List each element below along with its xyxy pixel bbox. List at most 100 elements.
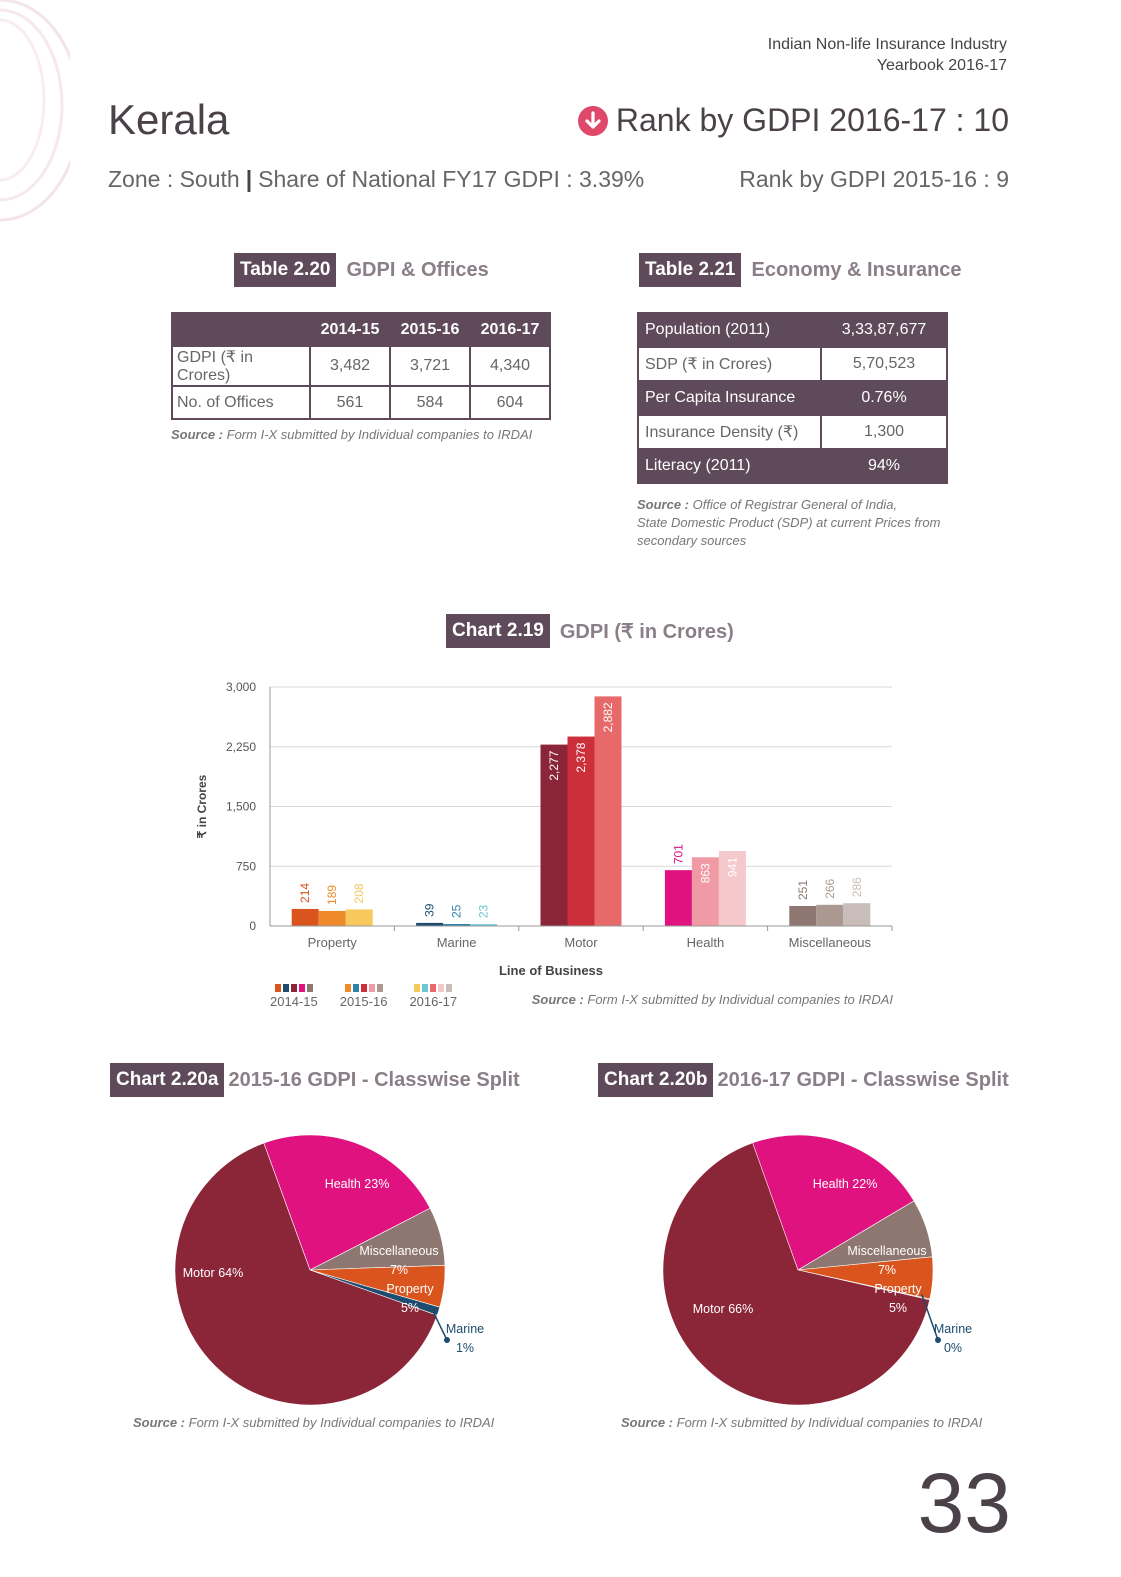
bar bbox=[470, 924, 498, 926]
row-label: SDP (₹ in Crores) bbox=[637, 346, 822, 382]
source-label: Source : bbox=[621, 1415, 674, 1430]
table-row: Literacy (2011) 94% bbox=[637, 448, 948, 484]
bar-value-label: 941 bbox=[725, 857, 739, 877]
legend-swatch bbox=[422, 984, 429, 992]
row-label: No. of Offices bbox=[171, 385, 311, 420]
table-cell: 604 bbox=[469, 385, 551, 420]
table-row: Per Capita Insurance 0.76% bbox=[637, 380, 948, 416]
bar-value-label: 2,277 bbox=[547, 750, 561, 780]
table-2-20-heading: GDPI & Offices bbox=[346, 258, 489, 281]
table-header-row: 2014-15 2015-16 2016-17 bbox=[171, 312, 551, 347]
gdpi-bar-chart: 0 750 1,500 2,250 3,000 ₹ in Crores Property 21… bbox=[195, 680, 893, 978]
legend-swatch bbox=[352, 984, 359, 992]
pie-label: Motor 66% bbox=[693, 1302, 753, 1316]
chart-2-20a-heading: 2015-16 GDPI - Classwise Split bbox=[228, 1068, 520, 1091]
bar bbox=[718, 851, 746, 926]
row-label: Insurance Density (₹) bbox=[637, 414, 822, 450]
bar bbox=[345, 909, 373, 926]
bar bbox=[443, 924, 471, 926]
pie-label-line: Marine bbox=[934, 1322, 972, 1336]
bar bbox=[789, 906, 817, 926]
table-row: Population (2011) 3,33,87,677 bbox=[637, 312, 948, 348]
pie-label-line: Motor 66% bbox=[693, 1302, 753, 1316]
bar-value-label: 214 bbox=[298, 883, 312, 903]
table-2-21-source: Source : Office of Registrar General of … bbox=[637, 496, 940, 550]
bar-value-label: 25 bbox=[450, 904, 464, 918]
table-cell: 3,33,87,677 bbox=[820, 312, 948, 348]
source-text: State Domestic Product (SDP) at current … bbox=[637, 515, 941, 530]
table-header-blank bbox=[171, 312, 311, 347]
pie-label: Health 23% bbox=[325, 1177, 390, 1191]
legend-swatch bbox=[282, 984, 289, 992]
y-tick-label: 2,250 bbox=[226, 740, 256, 754]
table-cell: 0.76% bbox=[820, 380, 948, 416]
pie-chart-2016-17: Health 22% Miscellaneous 7% Property 5% Marin… bbox=[662, 1134, 972, 1406]
table-cell: 3,482 bbox=[309, 345, 391, 387]
bar-value-label: 701 bbox=[671, 844, 685, 864]
table-2-20-tag: Table 2.20 bbox=[234, 253, 337, 287]
pie-slice bbox=[174, 1142, 438, 1406]
rank-current-text: Rank by GDPI 2016-17 : 10 bbox=[615, 102, 1009, 138]
bar bbox=[594, 696, 622, 926]
legend-swatch bbox=[376, 984, 383, 992]
bar bbox=[291, 908, 319, 926]
table-header-cell: 2014-15 bbox=[309, 312, 391, 347]
legend-label: 2014-15 bbox=[270, 994, 318, 1009]
page-number: 33 bbox=[917, 1456, 1011, 1550]
bar bbox=[540, 744, 568, 926]
y-tick-label: 3,000 bbox=[226, 680, 256, 694]
legend-label: 2016-17 bbox=[409, 994, 458, 1009]
table-cell: 561 bbox=[309, 385, 391, 420]
pie-label: Property 5% bbox=[874, 1282, 922, 1315]
x-tick-label: Marine bbox=[437, 935, 477, 950]
source-text: Form I-X submitted by Individual compani… bbox=[587, 992, 893, 1007]
legend-swatches bbox=[274, 984, 313, 992]
report-header: Indian Non-life Insurance Industry Yearb… bbox=[768, 34, 1007, 76]
pie-label-line: Health 22% bbox=[813, 1177, 878, 1191]
table-2-20: 2014-15 2015-16 2016-17 GDPI (₹ in Crore… bbox=[171, 312, 551, 420]
legend-swatch bbox=[430, 984, 437, 992]
pie-label-line: 5% bbox=[401, 1301, 419, 1315]
header-line1: Indian Non-life Insurance Industry bbox=[767, 36, 1007, 53]
table-header-cell: 2015-16 bbox=[389, 312, 471, 347]
bar-value-label: 2,882 bbox=[601, 702, 615, 732]
table-header-cell: 2016-17 bbox=[469, 312, 551, 347]
source-label: Source : bbox=[637, 497, 690, 512]
chart-2-19-heading: GDPI (₹ in Crores) bbox=[559, 620, 734, 643]
source-text: Form I-X submitted by Individual compani… bbox=[676, 1415, 983, 1430]
table-2-20-title: Table 2.20 GDPI & Offices bbox=[234, 253, 489, 287]
chart-2-20b-source: Source : Form I-X submitted by Individua… bbox=[621, 1414, 982, 1432]
pie-label: Health 22% bbox=[813, 1177, 878, 1191]
pie-label-line: Health 23% bbox=[325, 1177, 390, 1191]
table-2-21-tag: Table 2.21 bbox=[639, 253, 742, 287]
legend-swatches bbox=[344, 984, 383, 992]
y-tick-label: 750 bbox=[236, 859, 256, 873]
source-text: Form I-X submitted by Individual compani… bbox=[188, 1415, 495, 1430]
row-label: Literacy (2011) bbox=[637, 448, 822, 484]
bar-value-label: 251 bbox=[796, 880, 810, 900]
source-text: secondary sources bbox=[637, 533, 747, 548]
table-cell: 1,300 bbox=[820, 414, 948, 450]
table-cell: 5,70,523 bbox=[820, 346, 948, 382]
legend-swatch bbox=[446, 984, 453, 992]
x-tick-label: Property bbox=[308, 935, 358, 950]
source-label: Source : bbox=[531, 992, 584, 1007]
chart-2-20a-source: Source : Form I-X submitted by Individua… bbox=[133, 1414, 494, 1432]
pie-label: Property 5% bbox=[386, 1282, 434, 1315]
x-tick-label: Miscellaneous bbox=[789, 935, 872, 950]
table-row: GDPI (₹ in Crores) 3,482 3,721 4,340 bbox=[171, 345, 551, 387]
pie-label-line: Miscellaneous bbox=[847, 1244, 926, 1258]
bar bbox=[664, 870, 692, 926]
chart-2-19-source: Source : Form I-X submitted by Individua… bbox=[532, 991, 893, 1009]
source-text: Form I-X submitted by Individual compani… bbox=[226, 427, 533, 442]
bar bbox=[416, 922, 444, 926]
leader-dot bbox=[935, 1337, 941, 1343]
bar bbox=[567, 736, 595, 926]
legend-label: 2015-16 bbox=[339, 994, 388, 1009]
table-cell: 4,340 bbox=[469, 345, 551, 387]
legend-item: 2014-15 bbox=[270, 984, 318, 1009]
x-tick-label: Health bbox=[687, 935, 725, 950]
pie-label-line: 7% bbox=[878, 1263, 896, 1277]
legend-swatch bbox=[438, 984, 445, 992]
table-cell: 3,721 bbox=[389, 345, 471, 387]
